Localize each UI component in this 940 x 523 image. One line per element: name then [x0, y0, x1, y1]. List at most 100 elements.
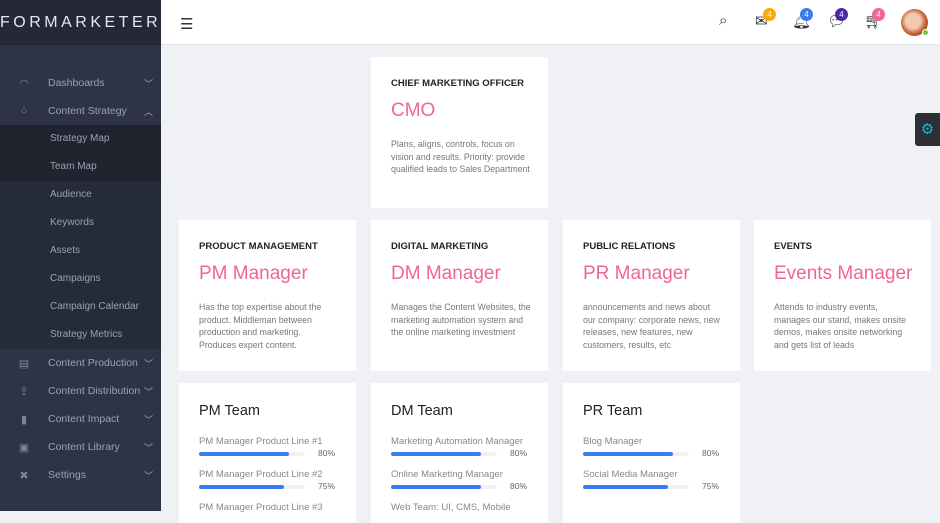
team-member-row: Marketing Automation Manager 80% — [391, 436, 531, 458]
card-role[interactable]: PR Manager — [583, 263, 690, 284]
progress-percent: 80% — [510, 481, 528, 491]
circle-icon: ○ — [20, 105, 28, 117]
progress-percent: 75% — [702, 481, 720, 491]
sidebar-item-label: Content Strategy — [48, 105, 127, 117]
online-status-dot — [922, 29, 929, 36]
team-card: PR Team Blog Manager 80% Social Media Ma… — [563, 383, 740, 523]
sidebar-item-content-distribution[interactable]: ⇪ Content Distribution ﹀ — [0, 377, 161, 405]
team-name: DM Team — [391, 403, 453, 419]
card-description: announcements and news about our company… — [583, 302, 720, 350]
submenu-item[interactable]: Assets — [50, 245, 81, 256]
tools-icon: ✖ — [19, 469, 29, 482]
role-card: PUBLIC RELATIONS PR Manager announcement… — [563, 220, 740, 371]
progress-bar — [199, 452, 305, 456]
card-role[interactable]: DM Manager — [391, 263, 501, 284]
team-member-row: Blog Manager 80% — [583, 436, 723, 458]
member-label: Online Marketing Manager — [391, 469, 503, 480]
progress-fill — [199, 452, 290, 456]
card-title: PRODUCT MANAGEMENT — [199, 241, 318, 252]
search-icon[interactable]: ⌕ — [719, 12, 728, 29]
card-description: Plans, aligns, controls, focus on vision… — [391, 139, 530, 175]
team-member-row: PM Manager Product Line #3 — [199, 502, 339, 513]
sidebar-item-content-production[interactable]: ▤ Content Production ﹀ — [0, 349, 161, 377]
member-label: PM Manager Product Line #1 — [199, 436, 323, 447]
sidebar-item-label: Dashboards — [48, 77, 105, 89]
sidebar-item-content-strategy[interactable]: ○ Content Strategy ︿ — [0, 97, 161, 125]
card-role[interactable]: CMO — [391, 100, 436, 121]
progress-bar — [391, 452, 497, 456]
sidebar-item-label: Content Production — [48, 357, 138, 369]
progress-bar — [391, 485, 497, 489]
sidebar-item-dashboards[interactable]: ◠ Dashboards ﹀ — [0, 69, 161, 97]
member-label: Marketing Automation Manager — [391, 436, 524, 447]
progress-fill — [583, 485, 668, 489]
share-icon: ⇪ — [19, 385, 29, 398]
team-name: PM Team — [199, 403, 260, 419]
member-label: PM Manager Product Line #2 — [199, 469, 323, 480]
role-card: CHIEF MARKETING OFFICER CMO Plans, align… — [371, 57, 548, 208]
sidebar-menu: ◠ Dashboards ﹀ ○ Content Strategy ︿ Strat… — [0, 69, 161, 489]
team-member-row: Online Marketing Manager 80% — [391, 469, 531, 491]
bar-chart-icon: ▮ — [20, 413, 28, 426]
submenu-item[interactable]: Strategy Metrics — [50, 329, 123, 340]
submenu: Strategy Map Team Map Audience Keywords Asse… — [0, 125, 161, 349]
card-description: Manages the Content Websites, the market… — [391, 302, 531, 338]
progress-fill — [391, 485, 482, 489]
role-card: EVENTS Events Manager Attends to industr… — [754, 220, 931, 371]
member-label: PM Manager Product Line #3 — [199, 502, 323, 513]
gauge-icon: ◠ — [19, 77, 29, 90]
bell-icon[interactable]: 🔔︎ 4 — [792, 8, 813, 30]
card-description: Has the top expertise about the product.… — [199, 302, 322, 350]
card-role[interactable]: Events Manager — [774, 263, 913, 284]
chevron-down-icon: ﹀ — [143, 470, 153, 481]
card-title: EVENTS — [774, 241, 813, 252]
progress-percent: 80% — [510, 448, 528, 458]
progress-fill — [583, 452, 674, 456]
sidebar: FORMARKETER ◠ Dashboards ﹀ ○ Content Str… — [0, 0, 161, 511]
member-label: Web Team: UI, CMS, Mobile — [391, 502, 511, 513]
chevron-down-icon: ﹀ — [143, 78, 153, 89]
progress-percent: 75% — [318, 481, 336, 491]
submenu-item[interactable]: Campaigns — [50, 273, 101, 284]
sidebar-item-content-impact[interactable]: ▮ Content Impact ﹀ — [0, 405, 161, 433]
chat-badge: 4 — [835, 8, 848, 21]
progress-fill — [391, 452, 482, 456]
theme-settings-gear-icon[interactable]: ⚙ — [915, 113, 940, 146]
team-name: PR Team — [583, 403, 643, 419]
progress-percent: 80% — [702, 448, 720, 458]
team-member-row: Web Team: UI, CMS, Mobile — [391, 502, 531, 513]
cart-badge: 4 — [872, 8, 885, 21]
chevron-down-icon: ﹀ — [143, 414, 153, 425]
sidebar-item-label: Content Library — [48, 441, 120, 453]
cart-icon[interactable]: 🛒︎ 4 — [864, 8, 885, 30]
chevron-down-icon: ﹀ — [143, 358, 153, 369]
chevron-up-icon: ︿ — [143, 106, 153, 117]
card-title: CHIEF MARKETING OFFICER — [391, 78, 524, 89]
sidebar-item-settings[interactable]: ✖ Settings ﹀ — [0, 461, 161, 489]
submenu-item[interactable]: Campaign Calendar — [50, 301, 139, 312]
hamburger-menu-icon[interactable]: ☰ — [180, 16, 194, 33]
mail-icon[interactable]: ✉ 4 — [755, 8, 776, 30]
bell-badge: 4 — [800, 8, 813, 21]
team-member-row: Social Media Manager 75% — [583, 469, 723, 491]
submenu-item[interactable]: Keywords — [50, 217, 94, 228]
sidebar-item-label: Content Impact — [48, 413, 120, 425]
card-title: DIGITAL MARKETING — [391, 241, 489, 252]
clipboard-icon: ▤ — [18, 357, 30, 370]
team-card: DM Team Marketing Automation Manager 80%… — [371, 383, 548, 523]
header: ☰ ⌕ ✉ 4 🔔︎ 4 💬︎ 4 🛒︎ 4 — [161, 0, 940, 45]
user-avatar[interactable] — [901, 9, 929, 36]
logo[interactable]: FORMARKETER — [0, 0, 161, 45]
progress-percent: 80% — [318, 448, 336, 458]
team-member-row: PM Manager Product Line #2 75% — [199, 469, 339, 491]
chat-icon[interactable]: 💬︎ 4 — [827, 8, 848, 30]
submenu-item[interactable]: Strategy Map — [0, 125, 161, 153]
images-icon: ▣ — [18, 441, 30, 454]
sidebar-item-label: Content Distribution — [48, 385, 141, 397]
submenu-item[interactable]: Team Map — [0, 153, 161, 181]
submenu-item[interactable]: Audience — [50, 189, 92, 200]
role-card: PRODUCT MANAGEMENT PM Manager Has the to… — [179, 220, 356, 371]
progress-bar — [199, 485, 305, 489]
card-role[interactable]: PM Manager — [199, 263, 308, 284]
sidebar-item-content-library[interactable]: ▣ Content Library ﹀ — [0, 433, 161, 461]
